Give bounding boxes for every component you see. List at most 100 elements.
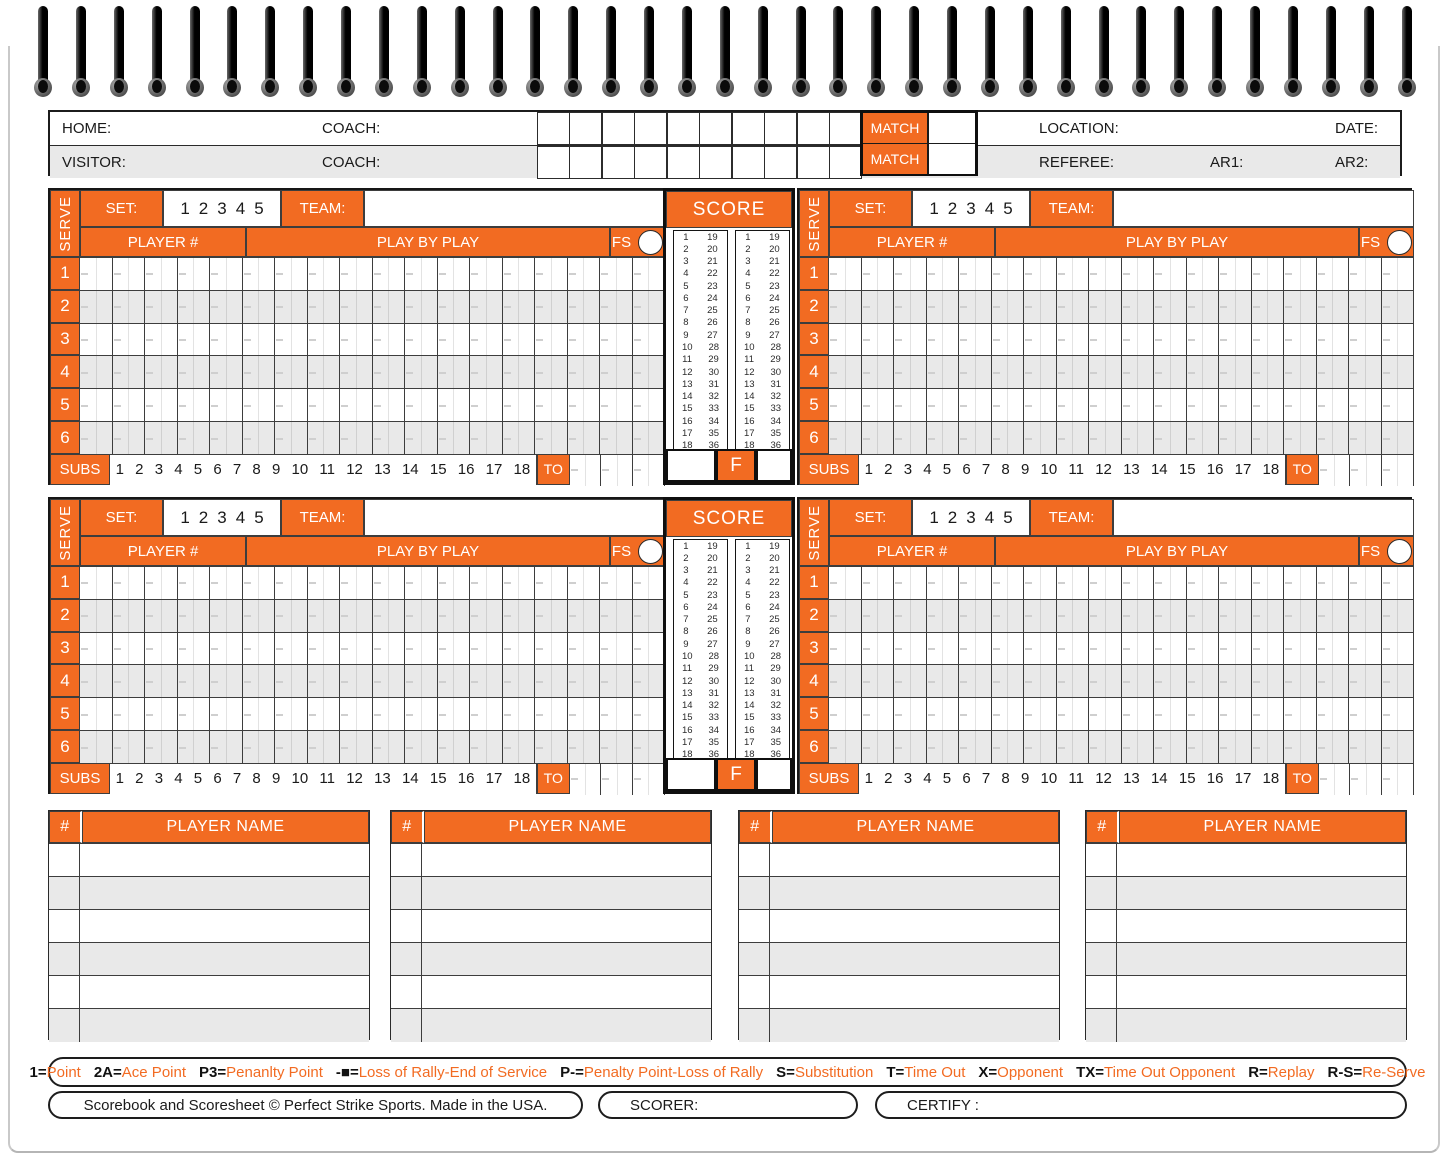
play-cell (1089, 632, 1122, 666)
play-cell (1284, 323, 1317, 357)
pin-ball (109, 78, 128, 97)
play-cell (927, 258, 959, 291)
coach-label: COACH: (322, 120, 381, 137)
subs-number: 17 (485, 770, 503, 788)
header-set-box (699, 112, 732, 145)
play-cell (535, 567, 568, 600)
roster-row (49, 876, 369, 910)
officials-line: LOCATION: DATE: (979, 112, 1404, 145)
score-number: 16 (743, 724, 755, 736)
score-number: 35 (770, 427, 782, 439)
subs-number: 1 (864, 461, 873, 479)
score-number: 13 (681, 687, 693, 699)
score-number: 22 (769, 268, 780, 280)
score-number-row: 10 28 (674, 650, 727, 662)
roster-number-cell (49, 1009, 80, 1042)
score-number: 10 (743, 651, 755, 663)
play-by-play-header: PLAY BY PLAY (246, 536, 610, 566)
play-cell (1089, 698, 1122, 732)
score-number: 21 (707, 256, 718, 268)
timeout-cell (570, 763, 602, 795)
play-cell (308, 323, 340, 357)
play-cell (1057, 599, 1089, 633)
score-number: 24 (769, 601, 780, 613)
score-number-row: 5 23 (736, 280, 789, 292)
subs-number: 5 (193, 770, 203, 788)
play-cell (80, 258, 113, 291)
play-cell (308, 290, 340, 324)
score-number: 18 (681, 749, 693, 761)
play-cell (1187, 290, 1219, 324)
set-number: 1 (929, 198, 939, 218)
play-cell (438, 422, 470, 455)
play-cell (992, 567, 1024, 600)
score-number: 15 (743, 403, 755, 415)
play-cell (600, 258, 633, 291)
binding-pin (450, 6, 469, 98)
score-number-row: 16 34 (674, 724, 727, 736)
legend-equals: = (1095, 1063, 1104, 1081)
play-cell (145, 389, 178, 423)
subs-number: 5 (193, 461, 203, 479)
play-cell (210, 356, 243, 390)
play-cell (308, 731, 340, 764)
play-cell (113, 632, 145, 666)
score-number-row: 14 32 (674, 699, 727, 711)
play-cell (1089, 599, 1122, 633)
play-cell (829, 258, 862, 291)
play-cell (373, 665, 405, 699)
roster-name-cell (1117, 910, 1406, 943)
legend-item: S = Substitution (776, 1064, 873, 1081)
pin-ball (867, 78, 886, 97)
serve-row-number: 6 (50, 421, 80, 454)
roster-name-header: PLAYER NAME (82, 811, 369, 843)
legend-item: X = Opponent (978, 1064, 1063, 1081)
set-number: 3 (217, 198, 227, 218)
play-cell (178, 290, 210, 324)
play-cell (1219, 665, 1252, 699)
pin-ball (147, 78, 166, 97)
play-cell (829, 389, 862, 423)
legend-item: TX = Time Out Opponent (1076, 1064, 1235, 1081)
play-cell (600, 323, 633, 357)
subs-number-strip: 1 2 3 4 5 6 7 8 9 10 11 12 13 14 15 16 17 18 (110, 453, 537, 485)
play-cell (1154, 567, 1187, 600)
subs-number: 3 (903, 461, 913, 479)
score-number: 35 (708, 736, 720, 748)
roster-number-cell (391, 1009, 422, 1042)
serve-grid-top-right: SERVE SET: 1 2 3 4 5 TEAM: PLAYER # PLAY BY PLAY F… (797, 188, 1414, 486)
play-cell (373, 389, 405, 423)
subs-number: 14 (401, 461, 419, 479)
score-number-row: 8 26 (674, 317, 727, 329)
roster-name-cell (80, 877, 369, 910)
score-number: 33 (770, 403, 782, 415)
play-cell (503, 389, 535, 423)
play-cell (1057, 567, 1089, 600)
play-cell (568, 258, 600, 291)
serve-row (80, 421, 665, 455)
play-cell (1349, 698, 1382, 732)
legend-equals: = (1353, 1063, 1363, 1081)
play-cell (470, 632, 503, 666)
play-cell (992, 632, 1024, 666)
final-score-left-box (666, 449, 716, 482)
score-number: 26 (769, 626, 780, 638)
binding-pin (412, 6, 431, 98)
play-cell (992, 356, 1024, 390)
timeout-cell (601, 454, 634, 486)
play-cell (600, 422, 633, 455)
play-cell (1382, 567, 1414, 600)
subs-number: 10 (291, 770, 309, 788)
set-label: SET: (829, 499, 912, 536)
play-cell (927, 389, 959, 423)
subs-number: 11 (1068, 770, 1084, 788)
play-cell (80, 567, 113, 600)
score-number: 11 (744, 663, 754, 675)
team-label: TEAM: (281, 190, 364, 227)
subs-number: 6 (213, 770, 222, 788)
play-cell (535, 665, 568, 699)
pin-rod (75, 6, 86, 86)
play-cell (1122, 258, 1154, 291)
score-number: 25 (707, 305, 718, 317)
score-number: 21 (769, 565, 780, 577)
